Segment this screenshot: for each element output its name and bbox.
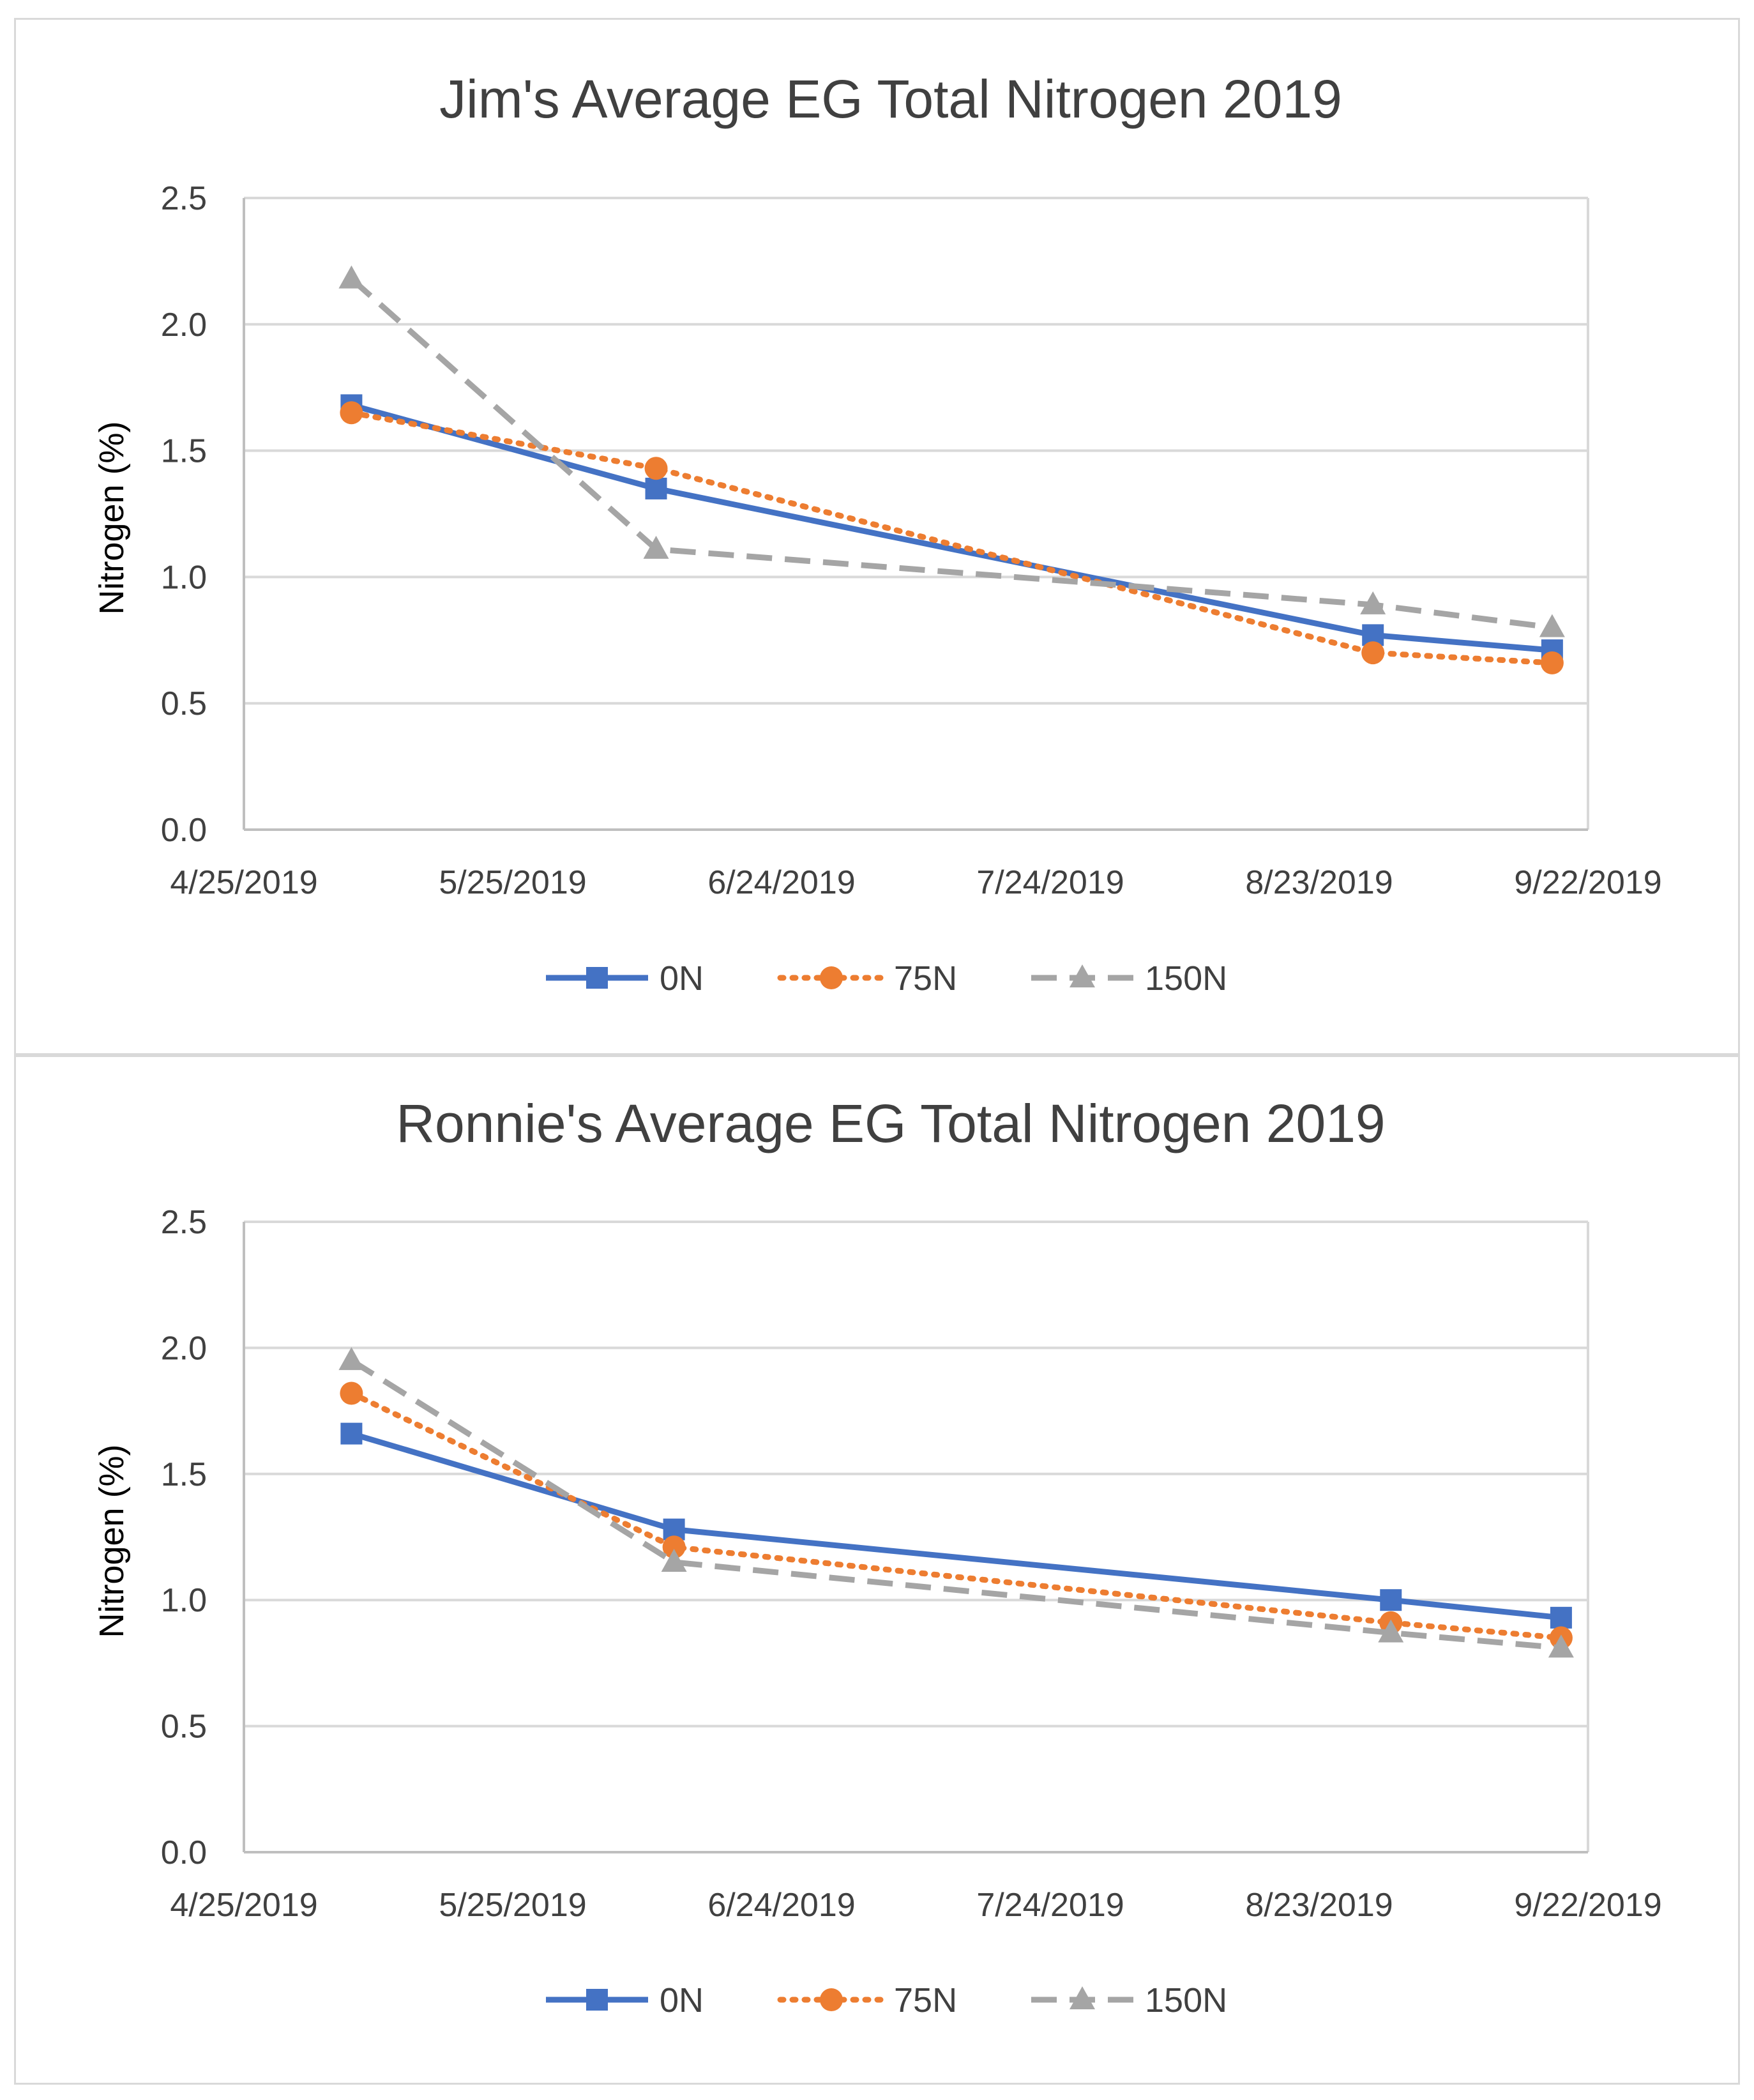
x-tick-label: 5/25/2019: [439, 1887, 586, 1924]
legend-entry: 150N: [1031, 959, 1227, 998]
chart-title: Jim's Average EG Total Nitrogen 2019: [439, 69, 1342, 129]
y-tick-label: 1.5: [161, 433, 207, 470]
y-axis-label: Nitrogen (%): [93, 1444, 131, 1638]
x-tick-label: 8/23/2019: [1245, 1887, 1393, 1924]
plot-area: 0.0 0.5 1.0 1.5 2.0 2.5 4/25/2019 5/25/2019 6/24…: [161, 180, 1662, 901]
y-tick-label: 2.0: [161, 307, 207, 344]
series-0N: [340, 1422, 1572, 1629]
data-point: [643, 535, 669, 559]
data-point: [340, 1422, 363, 1445]
data-point: [645, 477, 667, 499]
plot-area: 0.0 0.5 1.0 1.5 2.0 2.5 4/25/2019 5/25/2019 6/24…: [161, 1204, 1662, 1924]
legend-label: 150N: [1145, 1981, 1227, 2020]
x-tick-label: 8/23/2019: [1245, 864, 1393, 901]
data-point: [1360, 591, 1386, 614]
chart-panel-ronnie: Ronnie's Average EG Total Nitrogen 2019 …: [14, 1055, 1740, 2085]
series-line: [349, 277, 1553, 630]
data-point: [1550, 1606, 1572, 1629]
series-line: [350, 1358, 1562, 1651]
legend-label: 75N: [894, 1981, 957, 2020]
legend-entry: 0N: [546, 1981, 704, 2020]
data-point: [338, 1347, 365, 1371]
legend-label: 0N: [660, 1981, 704, 2020]
y-tick-label: 0.5: [161, 1708, 207, 1746]
y-tick-label: 2.5: [161, 180, 207, 217]
x-tick-label: 6/24/2019: [707, 864, 855, 901]
data-point: [1540, 651, 1564, 674]
legend-label: 150N: [1145, 959, 1227, 998]
legend-marker: [1070, 964, 1095, 987]
y-tick-label: 1.0: [161, 559, 207, 596]
data-point: [1548, 1634, 1574, 1658]
series-line: [348, 1390, 1564, 1641]
x-tick-label: 7/24/2019: [976, 864, 1124, 901]
y-tick-label: 2.5: [161, 1204, 207, 1241]
legend-entry: 75N: [777, 959, 957, 998]
y-tick-label: 0.0: [161, 1834, 207, 1871]
data-point: [1539, 614, 1565, 637]
y-tick-label: 1.0: [161, 1582, 207, 1619]
series-150N: [338, 265, 1565, 637]
x-tick-label: 7/24/2019: [976, 1887, 1124, 1924]
data-point: [661, 1548, 687, 1572]
data-point: [644, 457, 668, 480]
x-tick-label: 4/25/2019: [170, 864, 317, 901]
y-tick-label: 0.5: [161, 685, 207, 722]
data-point: [1380, 1589, 1402, 1611]
legend-marker: [586, 967, 608, 989]
legend: 0N 75N 150N: [546, 1981, 1227, 2020]
series-line: [351, 1431, 1562, 1621]
data-point: [340, 401, 363, 425]
chart-panel-jim: Jim's Average EG Total Nitrogen 2019 Nit…: [14, 18, 1740, 1055]
y-tick-label: 0.0: [161, 812, 207, 849]
data-point: [662, 1535, 686, 1559]
legend-marker: [820, 1988, 843, 2011]
data-point: [1378, 1619, 1404, 1643]
series-75N: [340, 401, 1564, 674]
data-point: [338, 265, 365, 289]
legend-entry: 0N: [546, 959, 704, 998]
series-150N: [338, 1347, 1574, 1658]
legend-label: 75N: [894, 959, 957, 998]
legend-entry: 150N: [1031, 1981, 1227, 2020]
chart-svg-ronnie: Ronnie's Average EG Total Nitrogen 2019 …: [93, 1093, 1662, 2020]
y-axis-label: Nitrogen (%): [93, 421, 131, 614]
chart-svg-jim: Jim's Average EG Total Nitrogen 2019 Nit…: [93, 69, 1662, 998]
legend: 0N 75N 150N: [546, 959, 1227, 998]
legend-marker: [586, 1989, 608, 2011]
x-tick-label: 4/25/2019: [170, 1887, 317, 1924]
data-point: [340, 1381, 363, 1405]
x-tick-label: 9/22/2019: [1514, 864, 1661, 901]
x-tick-label: 5/25/2019: [439, 864, 586, 901]
legend-marker: [820, 966, 843, 989]
chart-title: Ronnie's Average EG Total Nitrogen 2019: [396, 1093, 1385, 1153]
legend-entry: 75N: [777, 1981, 957, 2020]
series-line: [348, 409, 1555, 666]
y-tick-label: 1.5: [161, 1456, 207, 1493]
x-tick-label: 6/24/2019: [707, 1887, 855, 1924]
legend-marker: [1070, 1986, 1095, 2009]
x-tick-label: 9/22/2019: [1514, 1887, 1661, 1924]
data-point: [1361, 641, 1385, 665]
legend-label: 0N: [660, 959, 704, 998]
y-tick-label: 2.0: [161, 1330, 207, 1367]
